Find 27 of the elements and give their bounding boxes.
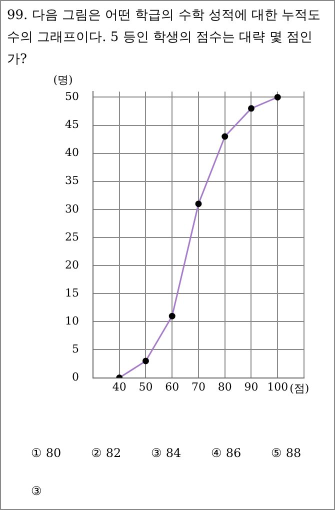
y-tick-label: 25 xyxy=(64,230,79,244)
y-tick-label: 15 xyxy=(64,286,79,300)
text: ③ xyxy=(31,484,43,500)
text: ① 80 xyxy=(31,446,62,462)
x-tick-label: 100 xyxy=(267,380,288,394)
y-tick-label: 30 xyxy=(64,202,79,216)
chart-title: 99. 다음 그림은 어떤 학급의 수학 성적에 대한 누적도수의 그래프이다. 5 등인 학생의 점수는 대략 몇 점인가? xyxy=(6,7,322,69)
text: ④ 86 xyxy=(211,446,242,462)
x-tick-label: 90 xyxy=(244,380,258,394)
y-tick-label: 40 xyxy=(64,146,79,160)
x-tick-label: 70 xyxy=(192,380,206,394)
text: ⑤ 88 xyxy=(271,446,302,462)
x-tick-label: 80 xyxy=(218,380,232,394)
x-tick-label: 60 xyxy=(165,380,180,394)
x-tick-label: 50 xyxy=(138,380,153,394)
y-axis-title: (명) xyxy=(53,74,73,87)
y-tick-label: 45 xyxy=(64,118,79,132)
y-tick-label: 20 xyxy=(64,258,79,272)
y-tick-label: 10 xyxy=(64,314,79,328)
y-tick-label: 0 xyxy=(72,370,79,384)
y-tick-label: 5 xyxy=(72,342,79,356)
x-tick-label: 40 xyxy=(112,380,126,394)
y-tick-label: 50 xyxy=(64,90,79,104)
text: ② 82 xyxy=(91,446,122,462)
x-axis-title: (점) xyxy=(290,382,310,396)
text: ③ 84 xyxy=(151,446,182,462)
y-tick-label: 35 xyxy=(64,174,79,188)
